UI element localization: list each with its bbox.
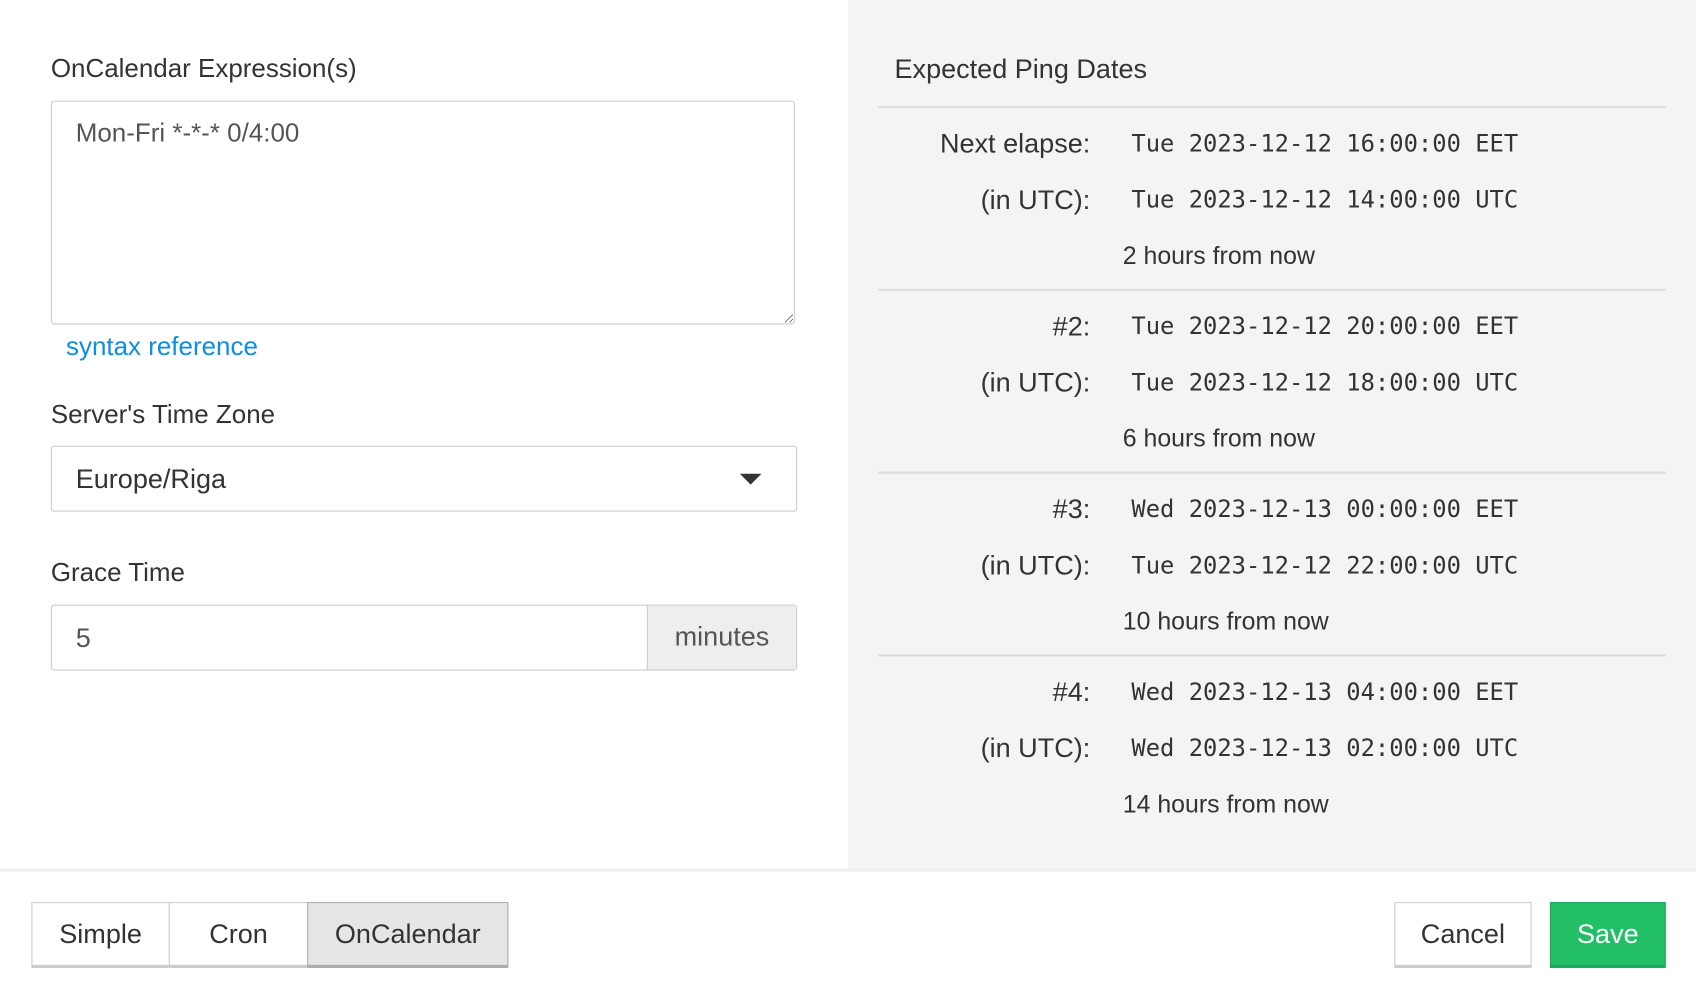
timezone-select[interactable]: Europe/Riga <box>50 445 798 512</box>
cancel-button[interactable]: Cancel <box>1394 902 1532 969</box>
schedule-form: OnCalendar Expression(s) Mon-Fri *-*-* 0… <box>0 0 848 870</box>
mode-simple-button[interactable]: Simple <box>31 902 170 969</box>
grace-input[interactable]: 5 <box>75 623 91 654</box>
elapse-label: #3: <box>1052 494 1091 525</box>
elapse-utc-time: Wed 2023-12-13 02:00:00 UTC <box>1131 735 1519 763</box>
caret-down-icon <box>739 473 762 485</box>
grace-unit: minutes <box>646 605 797 670</box>
elapse-utc-time: Tue 2023-12-12 14:00:00 UTC <box>1131 187 1519 215</box>
expression-label: OnCalendar Expression(s) <box>50 54 357 84</box>
elapse-utc-time: Tue 2023-12-12 22:00:00 UTC <box>1131 552 1519 580</box>
elapse-local-time: Wed 2023-12-13 00:00:00 EET <box>1131 496 1519 524</box>
elapse-local-time: Tue 2023-12-12 20:00:00 EET <box>1131 313 1519 341</box>
grace-label: Grace Time <box>50 558 185 588</box>
relative-time: 10 hours from now <box>1122 606 1329 635</box>
grace-input-group: 5 minutes <box>50 604 798 671</box>
row-divider <box>878 471 1666 474</box>
expression-textarea[interactable]: Mon-Fri *-*-* 0/4:00 <box>50 100 795 325</box>
elapse-label: #4: <box>1052 677 1091 708</box>
divider <box>0 868 1696 872</box>
preview-panel <box>847 0 1696 870</box>
utc-label: (in UTC): <box>980 733 1091 764</box>
relative-time: 14 hours from now <box>1122 789 1329 818</box>
row-divider <box>878 288 1666 291</box>
elapse-local-time: Wed 2023-12-13 04:00:00 EET <box>1131 679 1519 707</box>
syntax-reference-link[interactable]: syntax reference <box>65 332 258 362</box>
timezone-value: Europe/Riga <box>75 464 227 495</box>
save-button[interactable]: Save <box>1549 902 1666 969</box>
mode-oncalendar-button[interactable]: OnCalendar <box>307 902 509 969</box>
relative-time: 6 hours from now <box>1122 423 1315 453</box>
utc-label: (in UTC): <box>980 184 1091 216</box>
elapse-utc-time: Tue 2023-12-12 18:00:00 UTC <box>1131 369 1519 397</box>
utc-label: (in UTC): <box>980 550 1091 581</box>
elapse-local-time: Tue 2023-12-12 16:00:00 EET <box>1131 130 1519 158</box>
elapse-label: Next elapse: <box>939 128 1091 159</box>
row-divider <box>878 105 1666 109</box>
elapse-label: #2: <box>1052 311 1091 342</box>
preview-title: Expected Ping Dates <box>894 54 1148 85</box>
utc-label: (in UTC): <box>980 367 1091 399</box>
row-divider <box>878 654 1666 657</box>
mode-cron-button[interactable]: Cron <box>168 902 309 969</box>
relative-time: 2 hours from now <box>1122 241 1315 270</box>
timezone-label: Server's Time Zone <box>50 400 276 430</box>
